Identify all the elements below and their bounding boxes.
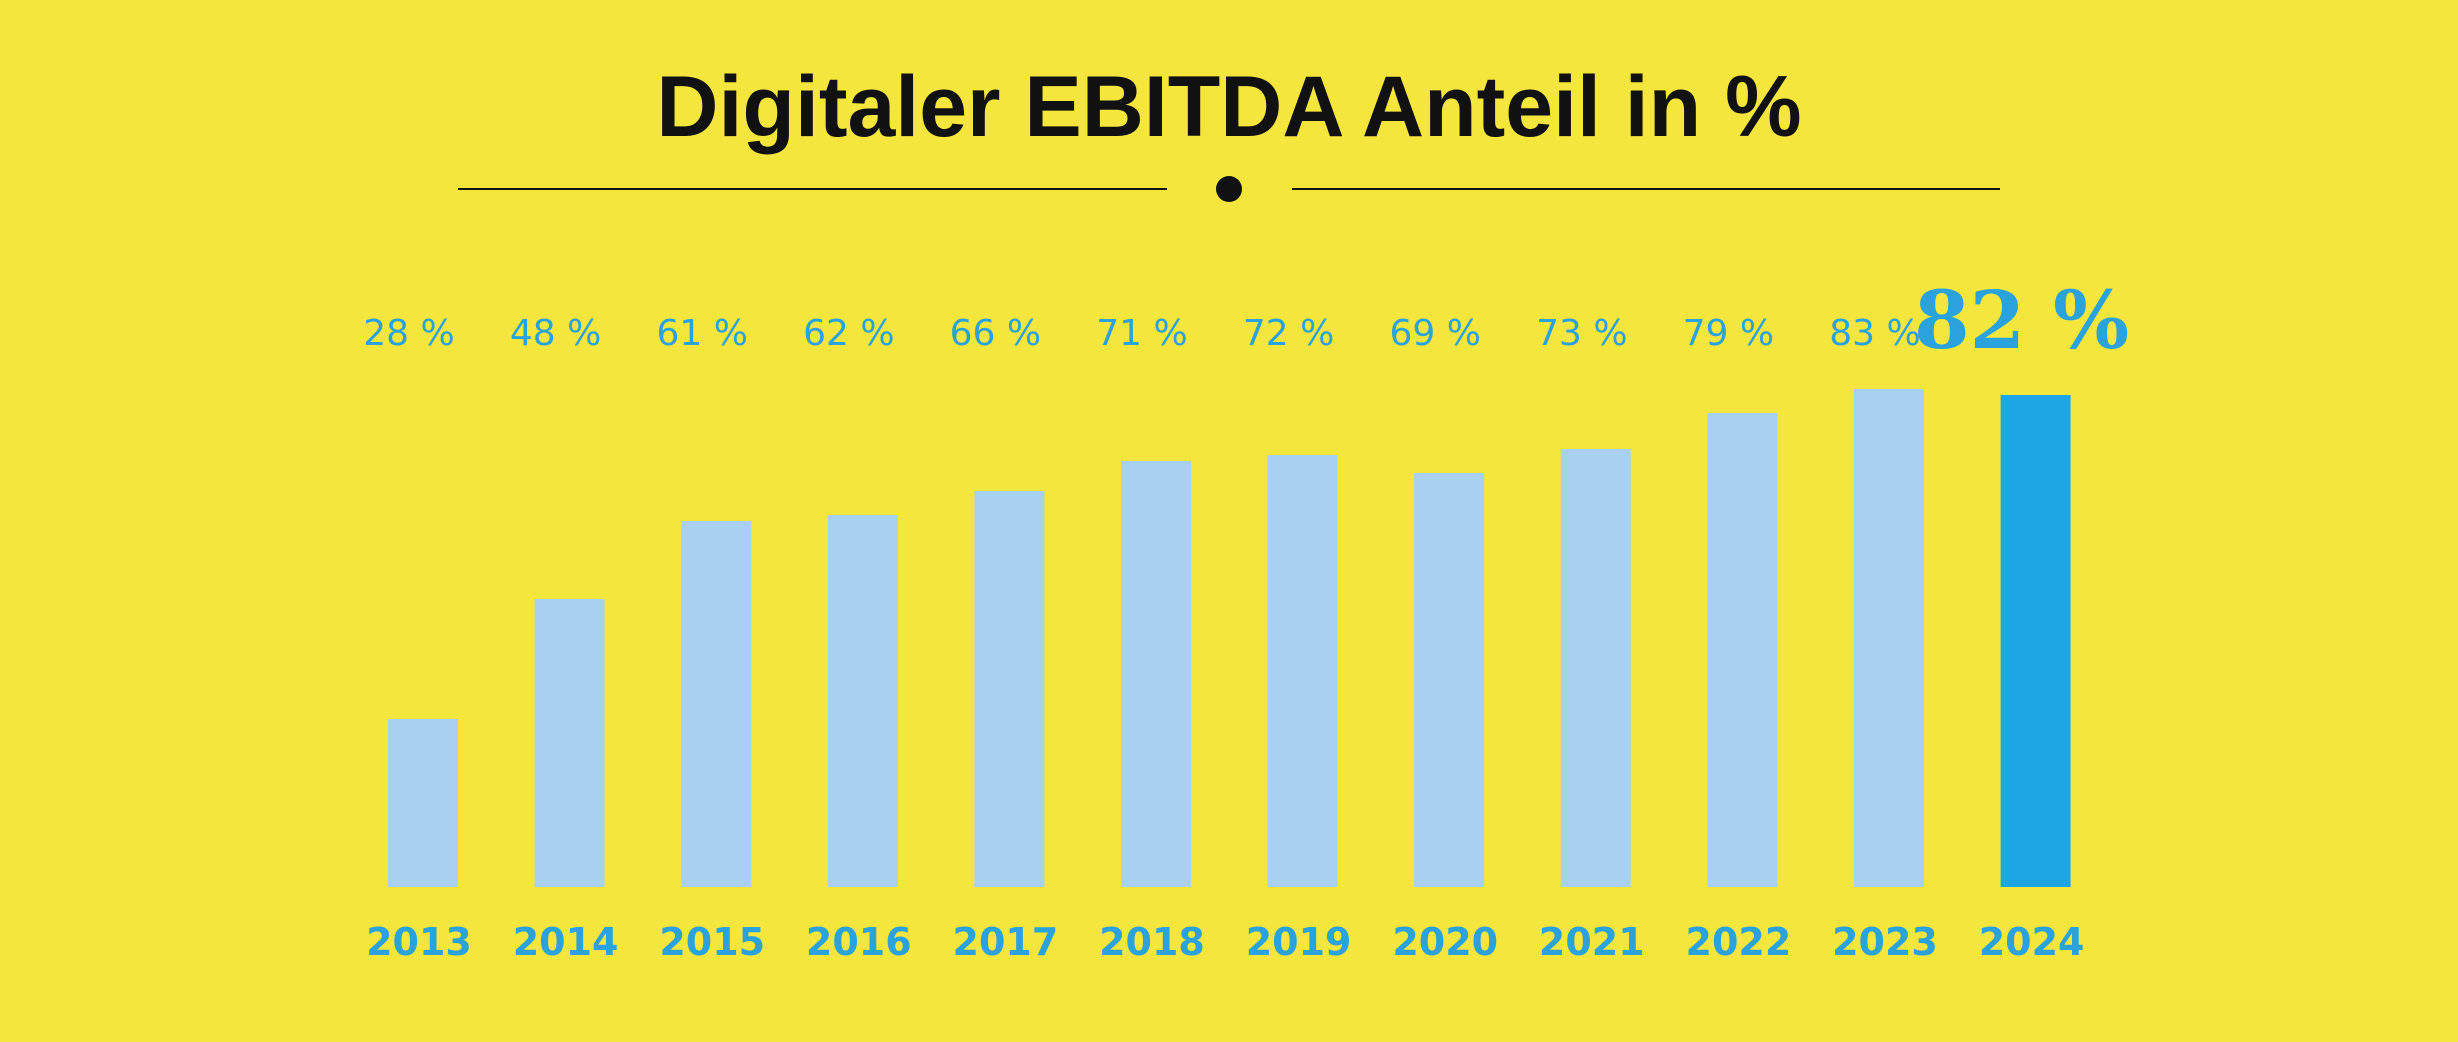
category-label-2019: 2019 (1246, 920, 1352, 964)
value-label-2020: 69 % (1389, 313, 1480, 354)
bar-2017 (974, 491, 1045, 887)
category-label-2022: 2022 (1686, 920, 1792, 964)
category-label-2020: 2020 (1392, 920, 1498, 964)
category-label-2014: 2014 (513, 920, 619, 964)
bar-2013 (388, 719, 458, 887)
value-label-2016: 62 % (803, 313, 894, 354)
category-label-2013: 2013 (366, 920, 472, 964)
bar-2023 (1854, 389, 1924, 887)
bar-2024 (2000, 395, 2071, 887)
category-label-2015: 2015 (659, 920, 765, 964)
value-label-2018: 71 % (1096, 313, 1187, 354)
bar-2022 (1707, 413, 1778, 887)
value-label-2017: 66 % (950, 313, 1041, 354)
bar-2021 (1560, 449, 1631, 887)
category-label-2024: 2024 (1979, 920, 2085, 964)
value-labels-group: 28 % 48 % 61 % 62 % 66 % 71 % 72 % 69 % 73 % 79 %… (363, 273, 2129, 367)
category-label-2017: 2017 (953, 920, 1059, 964)
bar-2014 (534, 599, 605, 887)
bar-2018 (1121, 461, 1191, 887)
bar-2019 (1267, 455, 1338, 887)
bar-2016 (827, 515, 898, 887)
value-label-2019: 72 % (1243, 313, 1334, 354)
bar-2020 (1414, 473, 1485, 887)
category-label-2018: 2018 (1099, 920, 1205, 964)
value-label-2015: 61 % (656, 313, 747, 354)
bars-group (388, 389, 2071, 887)
value-label-2024: 82 % (1914, 273, 2129, 367)
bar-2015 (681, 521, 752, 887)
title-rule-dot (1216, 176, 1242, 202)
chart-title: Digitaler EBITDA Anteil in % (656, 59, 1801, 155)
value-label-2013: 28 % (363, 313, 454, 354)
category-labels-group: 2013 2014 2015 2016 2017 2018 2019 2020 2021 2022… (366, 920, 2084, 964)
category-label-2016: 2016 (806, 920, 912, 964)
value-label-2021: 73 % (1536, 313, 1627, 354)
category-label-2021: 2021 (1539, 920, 1645, 964)
category-label-2023: 2023 (1832, 920, 1938, 964)
value-label-2014: 48 % (510, 313, 601, 354)
value-label-2023: 83 % (1829, 313, 1920, 354)
value-label-2022: 79 % (1683, 313, 1774, 354)
